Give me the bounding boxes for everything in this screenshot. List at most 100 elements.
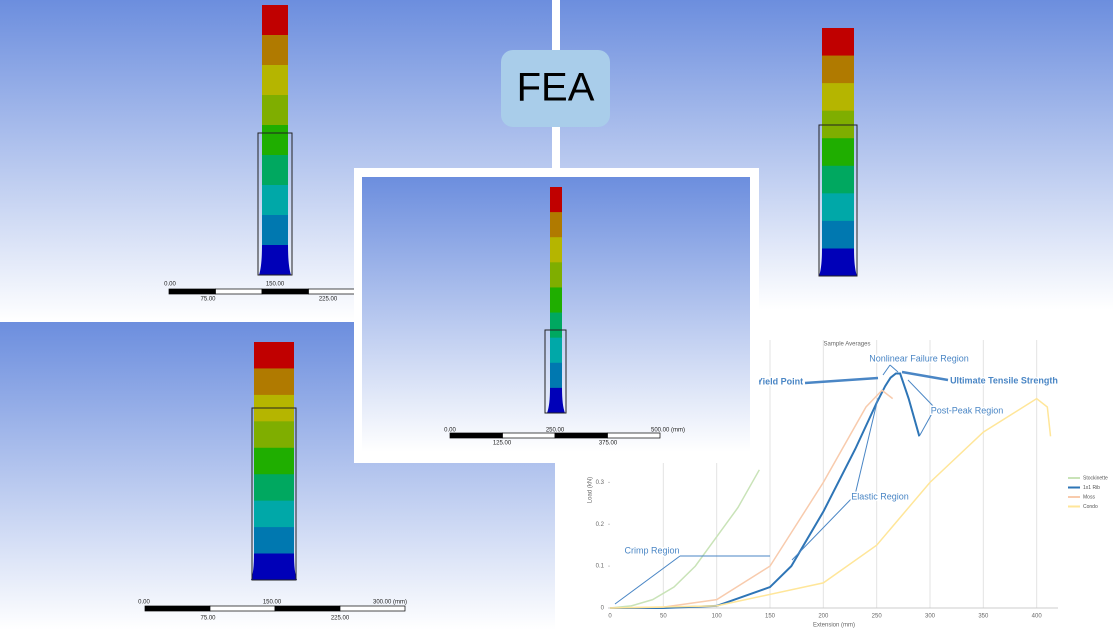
- scale-label: 150.00: [266, 282, 285, 288]
- fea-band: [254, 474, 294, 502]
- scale-label: 0.00: [444, 428, 456, 434]
- fea-band: [822, 220, 854, 249]
- fea-box: [251, 407, 297, 581]
- fea-band: [262, 65, 288, 96]
- scale-label: 0.00: [164, 282, 176, 288]
- y-tick-label: 0.2: [596, 522, 605, 528]
- scale-bar: [168, 288, 216, 295]
- scale-bar: [339, 605, 406, 612]
- series-line: [610, 372, 921, 609]
- fea-band: [550, 262, 562, 288]
- fea-band: [822, 28, 854, 57]
- fea-band: [550, 187, 562, 213]
- annotation-arrow: [907, 379, 936, 409]
- fea-box: [818, 124, 858, 277]
- fea-band: [262, 215, 288, 246]
- fea-band: [262, 125, 288, 156]
- annotation: Post-Peak Region: [931, 405, 1004, 415]
- annotation-arrow: [791, 494, 856, 561]
- fea-band: [254, 421, 294, 449]
- fea-band: [822, 138, 854, 167]
- fea-band: [262, 185, 288, 216]
- annotation: Elastic Region: [851, 491, 909, 501]
- fea-band: [262, 5, 288, 36]
- legend-label: 1x1 Rib: [1083, 485, 1100, 491]
- fea-band: [254, 500, 294, 528]
- fea-band: [550, 212, 562, 238]
- fea-band: [254, 342, 294, 369]
- scale-label: 225.00: [331, 616, 350, 622]
- legend-label: Stockinette: [1083, 475, 1108, 481]
- x-tick-label: 350: [978, 614, 989, 620]
- scale-bar: [449, 432, 503, 439]
- fea-band: [550, 237, 562, 263]
- scale-label: 0.00: [138, 600, 150, 606]
- scale-bar: [209, 605, 276, 612]
- fea-band: [550, 362, 562, 389]
- legend-label: Moss: [1083, 494, 1095, 500]
- fea-band: [550, 337, 562, 364]
- fea-band: [822, 165, 854, 194]
- badge: [501, 50, 610, 127]
- annotation: Yield Point: [757, 376, 803, 386]
- fea-band: [254, 447, 294, 475]
- fea-band: [254, 527, 294, 555]
- scale-label: 125.00: [493, 441, 512, 447]
- scale-bar: [502, 432, 556, 439]
- x-axis-label: Extension (mm): [813, 623, 855, 629]
- x-tick-label: 400: [1032, 614, 1043, 620]
- annotation-arrow: [882, 364, 891, 376]
- scale-label: 150.00: [263, 600, 282, 606]
- annotation: Ultimate Tensile Strength: [950, 375, 1058, 385]
- fea-band: [550, 287, 562, 314]
- scale-label: 250.00: [546, 428, 565, 434]
- x-tick-label: 300: [925, 614, 936, 620]
- scale-bar: [308, 288, 356, 295]
- annotation-arrow: [854, 397, 879, 496]
- scale-bar: [274, 605, 341, 612]
- fea-band: [259, 245, 291, 275]
- fea-band: [262, 35, 288, 66]
- fea-band: [822, 83, 854, 112]
- scale-bar: [261, 288, 309, 295]
- x-tick-label: 0: [608, 614, 612, 620]
- annotation-arrow: [889, 364, 899, 373]
- scale-label: 75.00: [200, 616, 216, 622]
- scale-label: 375.00: [599, 441, 618, 447]
- x-tick-label: 150: [765, 614, 776, 620]
- fea-box: [544, 329, 567, 414]
- scale-bar: [607, 432, 661, 439]
- fea-band: [251, 553, 297, 580]
- y-tick-label: 0.1: [596, 564, 605, 570]
- scale-label: 300.00 (mm): [373, 600, 407, 606]
- fea-band: [547, 387, 565, 413]
- y-tick-label: 0: [601, 606, 605, 612]
- annotation: Crimp Region: [624, 545, 679, 555]
- fea-band: [262, 155, 288, 186]
- scale-bar: [215, 288, 263, 295]
- series-line: [609, 469, 760, 609]
- fea-band: [819, 248, 857, 276]
- legend-label: Condo: [1083, 504, 1098, 510]
- scale-label: 500.00 (mm): [651, 428, 685, 434]
- fea-band: [254, 368, 294, 396]
- scale-label: 225.00: [319, 297, 338, 303]
- scale-bar: [554, 432, 608, 439]
- series-line: [609, 397, 1052, 609]
- series-line: [609, 389, 894, 609]
- chart-title: Sample Averages: [824, 342, 871, 348]
- scale-label: 75.00: [200, 297, 216, 303]
- x-tick-label: 200: [818, 614, 829, 620]
- annotation-arrow: [804, 376, 879, 385]
- x-tick-label: 250: [872, 614, 883, 620]
- x-tick-label: 100: [712, 614, 723, 620]
- annotation-arrow: [901, 370, 949, 382]
- x-tick-label: 50: [660, 614, 667, 620]
- annotation-arrow: [919, 407, 936, 436]
- y-axis-label: Load (kN): [588, 477, 594, 503]
- fea-band: [822, 193, 854, 222]
- badge-label: FEA: [517, 66, 595, 110]
- y-tick-label: 0.3: [596, 480, 605, 486]
- scale-bar: [144, 605, 211, 612]
